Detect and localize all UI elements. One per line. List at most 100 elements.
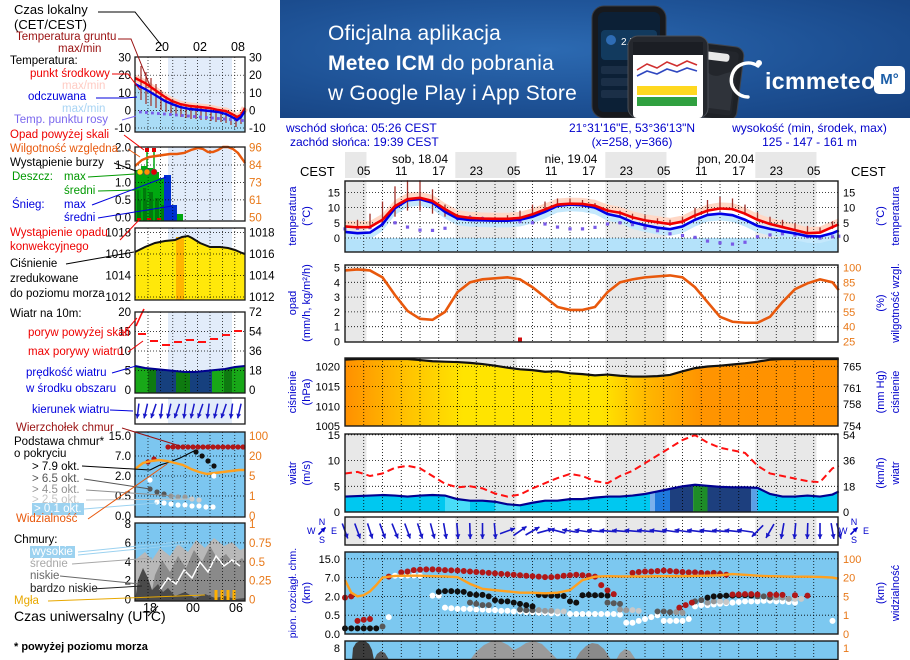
svg-text:temperatura: temperatura	[287, 185, 299, 245]
svg-text:2.0: 2.0	[115, 143, 131, 155]
svg-text:05: 05	[357, 164, 371, 178]
svg-text:1: 1	[843, 610, 849, 622]
svg-text:11: 11	[545, 164, 558, 178]
svg-text:2: 2	[125, 576, 131, 588]
svg-text:05: 05	[507, 164, 521, 178]
utc-time-label: Czas uniwersalny (UTC)	[14, 608, 166, 624]
svg-text:20: 20	[155, 40, 169, 54]
svg-text:(°C): (°C)	[875, 206, 887, 226]
icmmeteo-logo-text: icmmeteo	[765, 68, 876, 94]
svg-text:4: 4	[125, 557, 132, 569]
svg-text:0: 0	[249, 511, 255, 523]
svg-text:06: 06	[229, 601, 243, 615]
svg-text:55: 55	[843, 307, 855, 319]
svg-text:E: E	[331, 526, 337, 536]
convective-label2: konwekcyjnego	[10, 241, 89, 253]
svg-text:0: 0	[334, 337, 340, 349]
cest-label-right: CEST	[851, 164, 886, 179]
svg-text:ciśnienie: ciśnienie	[890, 371, 902, 414]
svg-text:54: 54	[249, 327, 262, 339]
svg-text:20: 20	[249, 70, 262, 82]
svg-text:15: 15	[328, 430, 340, 442]
svg-text:1012: 1012	[105, 292, 131, 304]
svg-text:1010: 1010	[316, 402, 340, 414]
cloud-base-label1: Podstawa chmur*	[14, 436, 105, 448]
svg-text:1014: 1014	[105, 271, 131, 283]
svg-text:10: 10	[118, 346, 131, 358]
svg-text:5: 5	[125, 366, 131, 378]
svg-text:61: 61	[249, 195, 262, 207]
svg-text:5: 5	[334, 218, 340, 230]
svg-text:(m/s): (m/s)	[301, 460, 313, 485]
svg-text:0.0: 0.0	[115, 212, 131, 224]
wind-speed-label1: prędkość wiatru	[26, 367, 107, 379]
icmmeteo-logo-swoosh-icon	[729, 60, 762, 99]
okt-65-label: > 6.5 okt.	[32, 473, 80, 485]
svg-text:54: 54	[843, 430, 855, 442]
svg-text:100: 100	[843, 554, 861, 566]
svg-text:23: 23	[620, 164, 634, 178]
pressure-label1: Ciśnienie	[10, 258, 58, 270]
svg-text:1: 1	[334, 322, 340, 334]
banner-line3: w Google Play i App Store	[328, 82, 577, 105]
svg-text:2: 2	[334, 307, 340, 319]
pressure-label3: do poziomu morza	[10, 288, 105, 300]
ground-temp-maxmin-label: max/min	[58, 43, 102, 55]
svg-text:1020: 1020	[316, 361, 340, 373]
svg-text:0.0: 0.0	[325, 629, 340, 641]
svg-text:100: 100	[249, 431, 268, 443]
wind-dir-label: kierunek wiatru	[32, 404, 110, 416]
snow-avg-label: średni	[64, 212, 96, 224]
svg-text:5: 5	[843, 591, 849, 603]
svg-text:1016: 1016	[249, 249, 275, 261]
svg-text:0: 0	[843, 507, 849, 519]
app-banner[interactable]: 2.5° Oficjalna aplikacja Meteo ICM d	[280, 0, 910, 118]
max-gusts-label: max porywy wiatru	[28, 346, 124, 358]
svg-text:765: 765	[843, 362, 861, 374]
precip-above-scale-label: Opad powyżej skali	[10, 129, 110, 141]
svg-text:10: 10	[118, 88, 131, 100]
svg-text:0.5: 0.5	[325, 610, 340, 622]
legend-footnote: * powyżej poziomu morza	[14, 641, 148, 653]
svg-text:0: 0	[334, 507, 340, 519]
svg-text:(km/h): (km/h)	[875, 457, 887, 488]
svg-text:0: 0	[125, 385, 131, 397]
svg-text:30: 30	[249, 53, 262, 65]
svg-text:36: 36	[249, 346, 262, 358]
svg-text:1005: 1005	[316, 421, 340, 433]
gust-above-scale-label: poryw powyżej skali	[28, 327, 130, 339]
svg-text:17: 17	[432, 164, 446, 178]
svg-text:(mm Hg): (mm Hg)	[875, 371, 887, 414]
cloud-base-label2: o pokryciu	[14, 448, 67, 460]
wind10m-label: Wiatr na 10m:	[10, 308, 82, 320]
svg-text:17: 17	[582, 164, 596, 178]
legend-panel: 20 02 08 30 20 10 0 -10 30 20 10 0 -10 2.0 1.5 1.0 0.5 0.…	[0, 0, 280, 660]
svg-text:85: 85	[843, 277, 855, 289]
svg-text:(hPa): (hPa)	[301, 379, 313, 406]
svg-text:10: 10	[843, 203, 855, 215]
clouds-mid-label: średnie	[30, 558, 68, 570]
svg-text:15.0: 15.0	[319, 554, 340, 566]
svg-text:(km): (km)	[301, 582, 313, 604]
svg-text:17: 17	[732, 164, 746, 178]
svg-text:0.5: 0.5	[115, 195, 131, 207]
svg-text:1018: 1018	[105, 228, 131, 240]
svg-text:50: 50	[249, 212, 262, 224]
svg-text:opad: opad	[287, 291, 299, 315]
svg-text:20: 20	[118, 70, 131, 82]
local-time-label: Czas lokalny	[14, 2, 88, 17]
svg-text:S: S	[851, 535, 857, 545]
svg-text:72: 72	[249, 307, 262, 319]
svg-text:wiatr: wiatr	[287, 461, 299, 486]
wind-speed-label2: w środku obszaru	[26, 383, 117, 395]
coordinates-text: 21°31'16"E, 53°36'13"N	[568, 121, 696, 135]
grid-xy-text: (x=258, y=366)	[591, 135, 673, 149]
day-label-sun: nie, 19.04	[544, 152, 598, 166]
svg-text:3: 3	[334, 292, 340, 304]
svg-text:0: 0	[125, 595, 131, 607]
svg-text:(°C): (°C)	[301, 206, 313, 226]
svg-text:0: 0	[843, 629, 849, 641]
svg-text:08: 08	[231, 40, 245, 54]
